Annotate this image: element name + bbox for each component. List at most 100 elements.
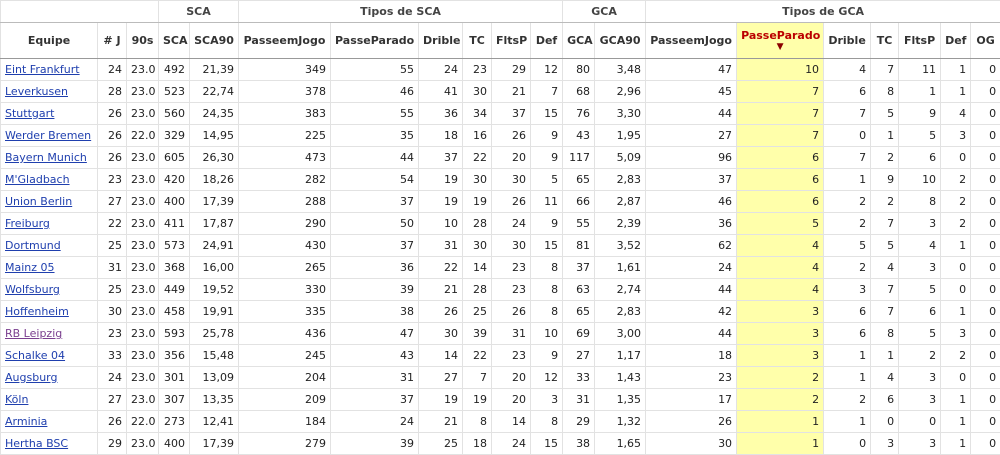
column-header[interactable]: TC: [462, 22, 493, 59]
team-link[interactable]: Augsburg: [5, 371, 58, 384]
stat-cell: 9: [530, 124, 564, 147]
column-header[interactable]: PasseParado ▼: [736, 22, 825, 59]
stat-cell: 19: [462, 388, 493, 411]
stat-cell: 17,39: [188, 190, 240, 213]
stat-cell: 5: [530, 168, 564, 191]
team-cell: Werder Bremen: [0, 124, 98, 147]
team-cell: Mainz 05: [0, 256, 98, 279]
stat-cell: 34: [462, 102, 493, 125]
stat-cell: 6: [823, 322, 872, 345]
column-header[interactable]: Def: [940, 22, 972, 59]
stat-cell: 26: [97, 410, 127, 433]
stat-cell: 3: [898, 388, 942, 411]
team-link[interactable]: Bayern Munich: [5, 151, 87, 164]
stat-cell: 14: [462, 256, 493, 279]
stat-cell: 1,65: [594, 432, 647, 455]
team-link[interactable]: Köln: [5, 393, 29, 406]
stat-cell: 39: [330, 432, 420, 455]
stat-cell: 54: [330, 168, 420, 191]
team-link[interactable]: RB Leipzig: [5, 327, 63, 340]
column-header[interactable]: GCA90: [594, 22, 647, 59]
stat-cell: 0: [898, 410, 942, 433]
team-link[interactable]: Stuttgart: [5, 107, 55, 120]
team-link[interactable]: Union Berlin: [5, 195, 73, 208]
stat-cell: 430: [238, 234, 332, 257]
team-link[interactable]: Eint Frankfurt: [5, 63, 80, 76]
column-header[interactable]: FltsP: [898, 22, 942, 59]
team-link[interactable]: Arminia: [5, 415, 48, 428]
team-link[interactable]: M'Gladbach: [5, 173, 70, 186]
team-link[interactable]: Hertha BSC: [5, 437, 69, 450]
stat-cell: 21: [418, 278, 464, 301]
stat-cell: 4: [898, 234, 942, 257]
team-link[interactable]: Schalke 04: [5, 349, 66, 362]
stat-cell: 30: [97, 300, 127, 323]
team-link[interactable]: Mainz 05: [5, 261, 55, 274]
column-header[interactable]: OG: [970, 22, 1000, 59]
stat-cell: 420: [158, 168, 190, 191]
stat-cell: 26: [491, 300, 532, 323]
team-cell: Eint Frankfurt: [0, 58, 98, 81]
stat-cell: 12: [530, 58, 564, 81]
stat-cell: 3: [530, 388, 564, 411]
team-cell: Wolfsburg: [0, 278, 98, 301]
column-header[interactable]: Def: [530, 22, 564, 59]
stat-cell: 605: [158, 146, 190, 169]
stat-cell: 184: [238, 410, 332, 433]
team-cell: Stuttgart: [0, 102, 98, 125]
stat-cell: 3: [940, 124, 972, 147]
group-header: [0, 0, 159, 23]
stat-cell: 7: [870, 278, 900, 301]
team-link[interactable]: Freiburg: [5, 217, 50, 230]
stat-cell: 6: [736, 168, 825, 191]
stat-cell: 3: [736, 322, 825, 345]
stat-cell: 7: [823, 146, 872, 169]
group-header: GCA: [562, 0, 647, 23]
group-header: Tipos de GCA: [645, 0, 1000, 23]
column-header[interactable]: FltsP: [491, 22, 532, 59]
column-header[interactable]: PasseemJogo: [645, 22, 738, 59]
team-link[interactable]: Hoffenheim: [5, 305, 69, 318]
column-header[interactable]: PasseemJogo: [238, 22, 332, 59]
stat-cell: 2,83: [594, 300, 647, 323]
column-header[interactable]: Drible: [418, 22, 464, 59]
stat-cell: 0: [970, 190, 1000, 213]
stat-cell: 0: [970, 146, 1000, 169]
stat-cell: 7: [736, 80, 825, 103]
stat-cell: 13,35: [188, 388, 240, 411]
stat-cell: 55: [330, 58, 420, 81]
column-header[interactable]: TC: [870, 22, 900, 59]
stat-cell: 27: [562, 344, 596, 367]
column-header[interactable]: PasseParado: [330, 22, 420, 59]
stat-cell: 411: [158, 212, 190, 235]
stat-cell: 22: [418, 256, 464, 279]
team-link[interactable]: Werder Bremen: [5, 129, 92, 142]
stat-cell: 13,09: [188, 366, 240, 389]
column-header[interactable]: # J: [97, 22, 127, 59]
column-header[interactable]: 90s: [126, 22, 159, 59]
group-header-row: SCA Tipos de SCA GCA Tipos de GCA: [0, 0, 1000, 23]
team-link[interactable]: Wolfsburg: [5, 283, 60, 296]
stat-cell: 37: [562, 256, 596, 279]
stat-cell: 27: [418, 366, 464, 389]
column-header[interactable]: Drible: [823, 22, 872, 59]
team-link[interactable]: Leverkusen: [5, 85, 68, 98]
stat-cell: 46: [645, 190, 738, 213]
stat-cell: 14,95: [188, 124, 240, 147]
column-header[interactable]: Equipe: [0, 22, 98, 59]
stat-cell: 23.0: [126, 58, 159, 81]
team-link[interactable]: Dortmund: [5, 239, 61, 252]
column-header[interactable]: SCA90: [188, 22, 240, 59]
stat-cell: 37: [330, 388, 420, 411]
table-row: Leverkusen 28 23.0 523 22,74 378 46 41 30 21 7 68 2,…: [0, 80, 1000, 103]
column-header[interactable]: GCA: [562, 22, 596, 59]
stat-cell: 36: [645, 212, 738, 235]
stat-cell: 24: [491, 212, 532, 235]
stat-cell: 19: [462, 190, 493, 213]
stat-cell: 8: [530, 278, 564, 301]
stat-cell: 37: [330, 190, 420, 213]
stat-cell: 523: [158, 80, 190, 103]
stat-cell: 1: [870, 344, 900, 367]
column-header[interactable]: SCA: [158, 22, 190, 59]
stat-cell: 0: [970, 256, 1000, 279]
